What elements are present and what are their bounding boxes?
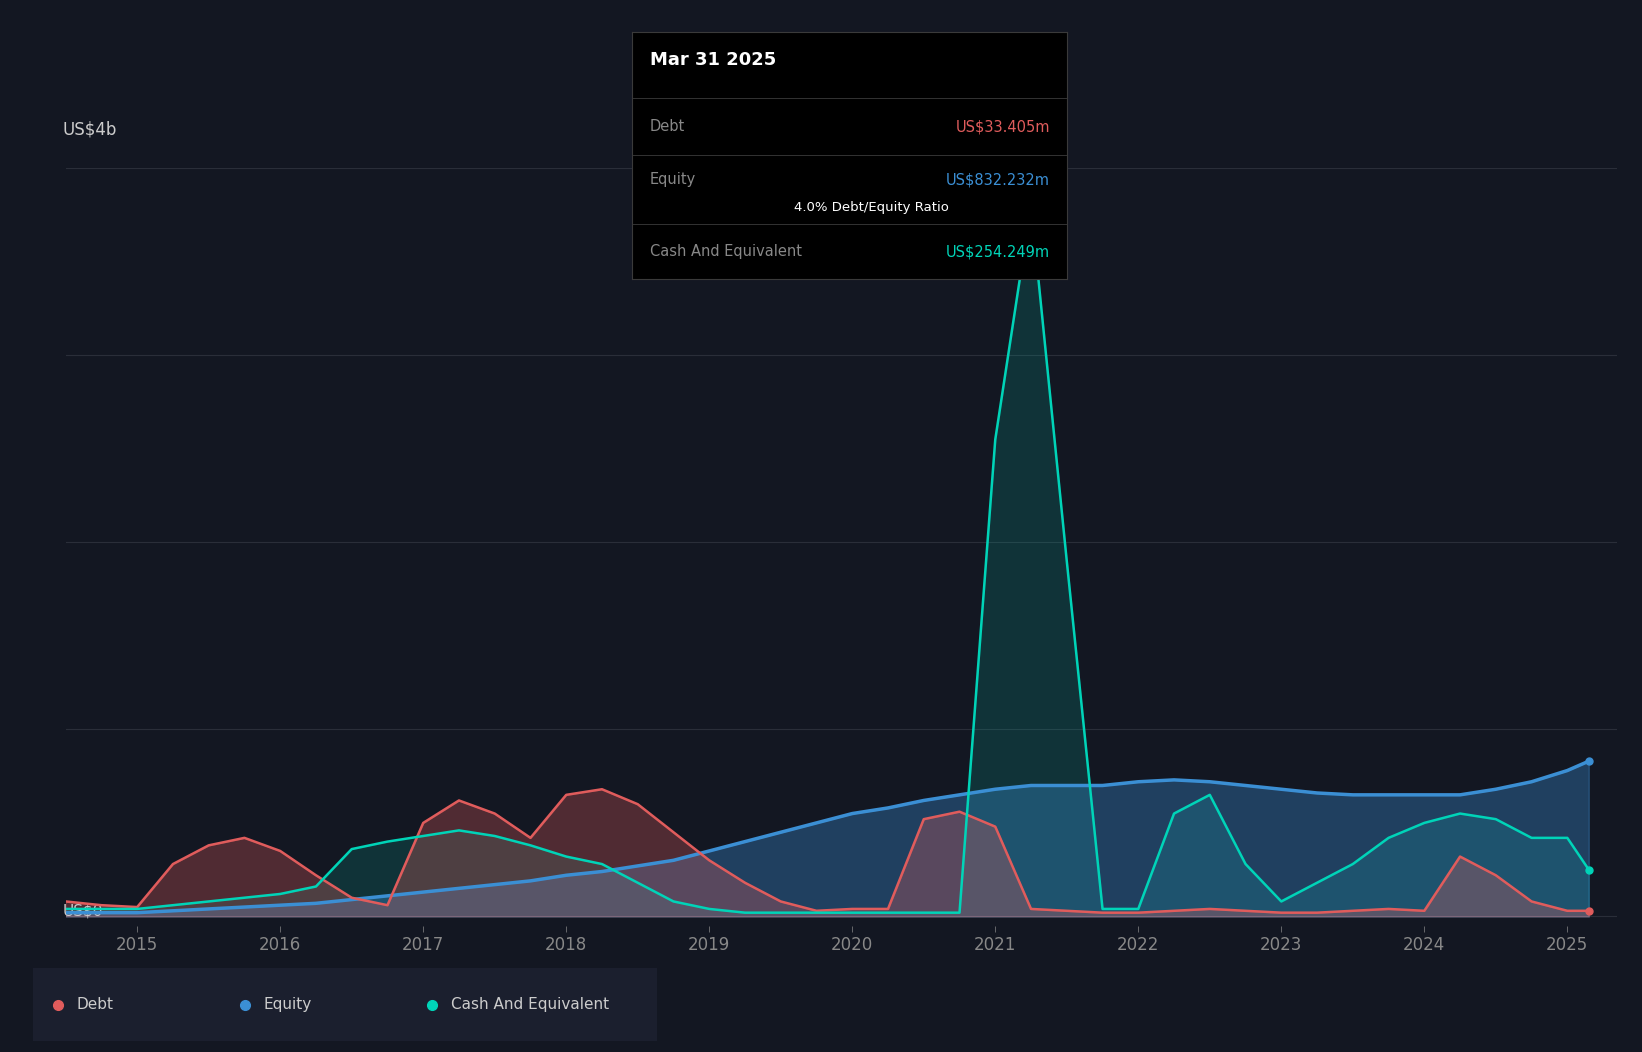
Text: Equity: Equity	[264, 997, 312, 1012]
Text: US$832.232m: US$832.232m	[946, 173, 1049, 187]
Text: Cash And Equivalent: Cash And Equivalent	[650, 244, 801, 259]
Text: Equity: Equity	[650, 173, 696, 187]
Text: US$0: US$0	[62, 904, 103, 918]
Text: US$33.405m: US$33.405m	[956, 119, 1049, 135]
Text: Debt: Debt	[77, 997, 113, 1012]
Text: Cash And Equivalent: Cash And Equivalent	[452, 997, 609, 1012]
Text: US$254.249m: US$254.249m	[946, 244, 1049, 259]
Text: Debt: Debt	[650, 119, 685, 135]
Text: Mar 31 2025: Mar 31 2025	[650, 52, 775, 69]
Text: US$4b: US$4b	[62, 120, 117, 138]
Text: 4.0% Debt/Equity Ratio: 4.0% Debt/Equity Ratio	[795, 201, 949, 214]
